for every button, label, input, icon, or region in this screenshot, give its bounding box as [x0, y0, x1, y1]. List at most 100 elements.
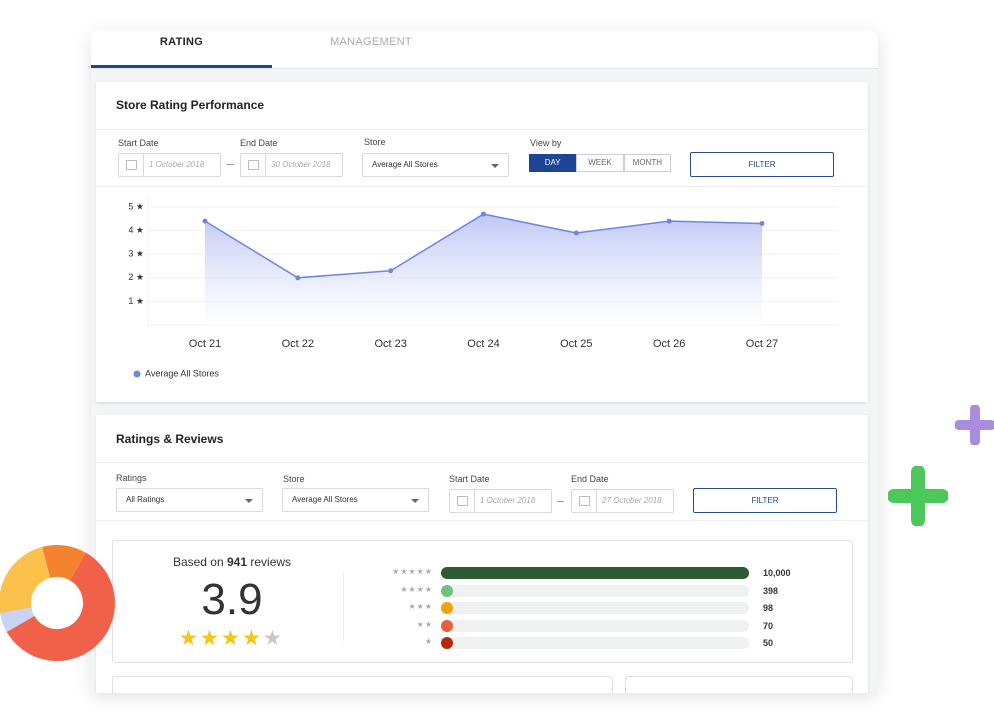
star: ★ [263, 628, 282, 650]
y-tick-label: 5 ★ [128, 201, 144, 211]
end-date-input[interactable]: 27 October 2018 [571, 489, 674, 513]
x-tick-label: Oct 22 [282, 338, 314, 350]
view-option[interactable]: MONTH [623, 154, 671, 172]
data-point [573, 230, 579, 236]
field-label: Ratings [116, 473, 147, 483]
bar [441, 567, 749, 579]
data-point [388, 268, 394, 274]
bar [441, 619, 453, 632]
bar-track [441, 602, 749, 614]
legend-label: Average All Stores [145, 368, 219, 378]
bar-track [441, 584, 749, 597]
star-fill: ★ [200, 628, 219, 650]
field-value: All Ratings [126, 495, 165, 504]
x-tick-label: Oct 21 [189, 338, 221, 350]
star-rating: ★★★★★★★★★★ [179, 628, 289, 650]
x-tick-label: Oct 26 [653, 338, 685, 350]
content-box [112, 676, 613, 693]
x-tick-label: Oct 27 [746, 338, 778, 350]
value-label: 50 [763, 638, 774, 648]
star-label: ★★ [416, 619, 433, 629]
data-point [759, 221, 765, 227]
value-label: 70 [763, 620, 774, 631]
star: ★ [179, 628, 198, 650]
store-select[interactable]: Average All Stores [282, 488, 429, 512]
field-value: 30 October 2018 [271, 160, 331, 169]
y-tick-label: 3 ★ [128, 249, 144, 259]
field-value: Average All Stores [372, 160, 438, 169]
decor-plus [955, 405, 994, 445]
y-tick-label: 1 ★ [128, 296, 144, 306]
bar [441, 637, 453, 649]
text: Based on [172, 555, 224, 569]
value-label: 10,000 [763, 568, 791, 578]
divider [96, 186, 868, 187]
data-point [481, 211, 486, 217]
area [205, 214, 762, 325]
store-select[interactable]: Average All Stores [362, 153, 509, 177]
star-fill: ★ [179, 628, 198, 650]
star-label: ★ [424, 637, 433, 646]
star-label: ★★★ [408, 602, 433, 611]
field-value: Average All Stores [292, 495, 358, 504]
divider [96, 462, 868, 463]
reviews-panel: Ratings & Reviews Ratings All Ratings St… [96, 415, 868, 693]
content-box [625, 676, 853, 693]
divider [343, 571, 344, 641]
rating-summary: Based on 941 reviews 3.9 ★ ★ ★ ★ ★ ★ ★ ★ ★ ★ ★★★★… [112, 540, 853, 663]
star-label: ★★★★ [400, 584, 433, 594]
tab[interactable]: RATING [159, 36, 204, 48]
field-label: Store [364, 137, 386, 147]
filter-button[interactable]: FILTER [693, 488, 837, 513]
main-card: RATING MANAGEMENT Store Rating Performan… [91, 30, 878, 693]
active-tab-indicator [91, 65, 272, 68]
panel-title: Ratings & Reviews [116, 432, 224, 446]
range-dash [227, 164, 234, 165]
range-dash [557, 501, 564, 502]
legend-marker [133, 370, 141, 378]
x-tick-label: Oct 24 [467, 338, 499, 350]
bar [441, 602, 453, 614]
ratings-select[interactable]: All Ratings [116, 488, 263, 512]
value-label: 398 [763, 585, 779, 596]
field-label: Start Date [449, 474, 490, 484]
y-tick-label: 2 ★ [128, 272, 144, 282]
data-point [202, 218, 208, 224]
view-toggle: DAY WEEK MONTH [529, 154, 671, 172]
decor-plus [888, 466, 948, 526]
value-label: 98 [763, 603, 774, 613]
start-date-input[interactable]: 1 October 2018 [449, 489, 552, 513]
star-fill: ★ [221, 628, 240, 650]
star: ★ [221, 628, 240, 650]
end-date-input[interactable]: 30 October 2018 [240, 153, 343, 177]
data-point [295, 275, 301, 281]
view-option[interactable]: DAY [529, 154, 577, 172]
y-tick-label: 4 ★ [128, 225, 144, 235]
review-count: 941 [227, 555, 248, 569]
start-date-input[interactable]: 1 October 2018 [118, 153, 221, 177]
divider [96, 129, 868, 130]
star-label: ★★★★★ [392, 567, 433, 576]
star-fill: ★ [242, 628, 260, 650]
bar-track [441, 637, 749, 649]
field-label: Start Date [118, 138, 159, 148]
x-tick-label: Oct 23 [374, 338, 406, 350]
field-value: 1 October 2018 [149, 160, 205, 169]
tab[interactable]: MANAGEMENT [330, 36, 412, 48]
view-option[interactable]: WEEK [576, 154, 624, 172]
text: reviews [250, 555, 292, 569]
field-label: End Date [571, 474, 609, 484]
field-label: End Date [240, 138, 278, 148]
filter-button[interactable]: FILTER [690, 152, 834, 177]
tab-bar: RATING MANAGEMENT [91, 30, 878, 69]
performance-panel: Store Rating Performance Start Date 1 Oc… [96, 82, 868, 402]
field-label: View by [530, 138, 562, 148]
field-value: 1 October 2018 [480, 496, 536, 505]
field-label: Store [283, 474, 305, 484]
x-tick-label: Oct 25 [560, 338, 592, 350]
star: ★ [242, 628, 261, 650]
bar-track [441, 619, 749, 632]
divider [96, 520, 868, 521]
field-value: 27 October 2018 [602, 496, 662, 505]
